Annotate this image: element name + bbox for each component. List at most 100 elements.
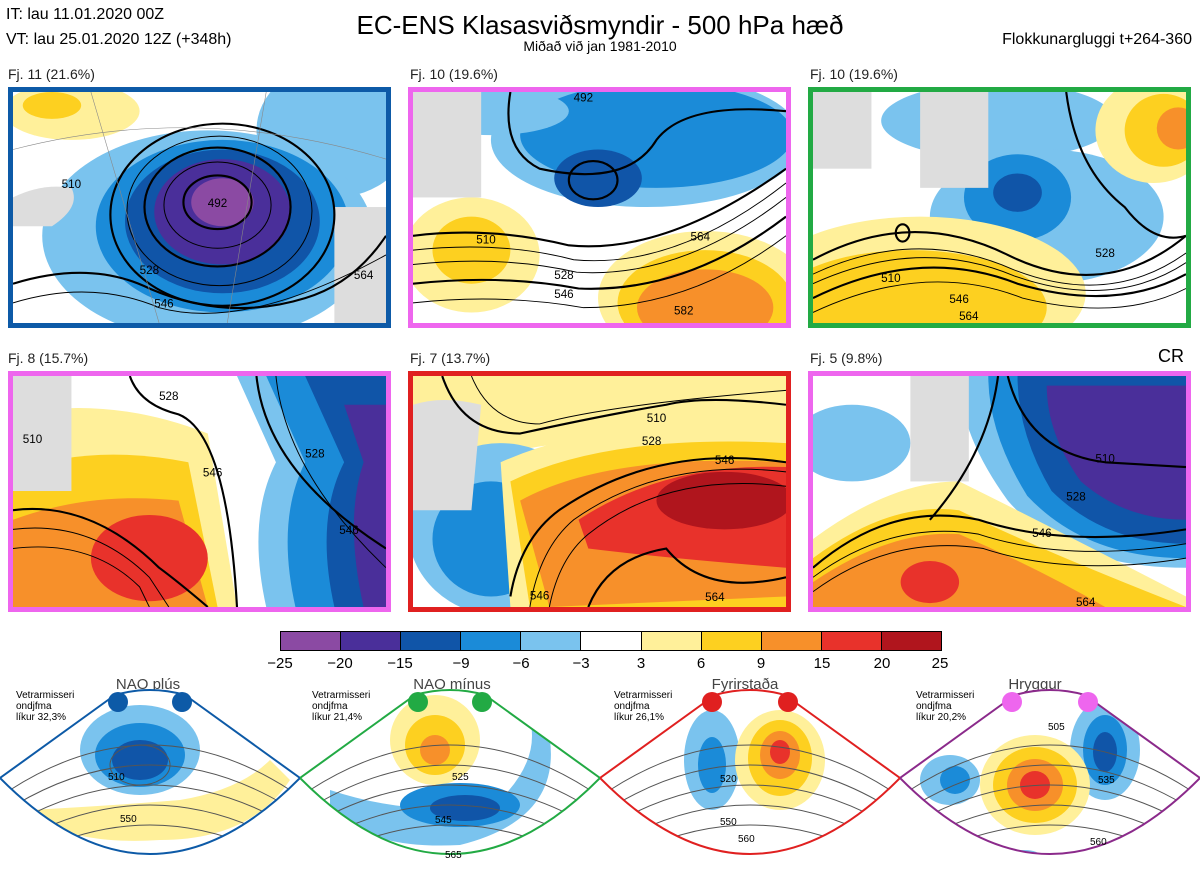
contour-label: 528 <box>1066 492 1085 504</box>
cluster-label: Fj. 11 (21.6%) <box>8 66 95 82</box>
cluster-label: Fj. 10 (19.6%) <box>410 66 498 82</box>
valid-time: VT: lau 25.01.2020 12Z (+348h) <box>6 31 232 48</box>
cluster-map-6[interactable]: 510 528 546 564 <box>808 371 1191 612</box>
cluster-map-1[interactable]: 492 510 528 546 564 <box>8 87 391 328</box>
contour-label: 564 <box>354 270 374 282</box>
color-swatch <box>581 632 642 650</box>
contour-label: 528 <box>140 265 159 277</box>
cr-label: CR <box>1158 346 1184 366</box>
regime-contour-label: 520 <box>720 774 737 785</box>
color-swatch <box>401 632 462 650</box>
regime-sector: 510 550 <box>0 689 300 855</box>
contour-label: 546 <box>203 468 222 480</box>
anomaly-map: 528 528 546 546 510 <box>13 376 386 607</box>
regime-marker-dot <box>778 692 798 712</box>
color-scale-label: −9 <box>452 655 470 672</box>
contour-label: 546 <box>1032 528 1051 540</box>
contour-label: 564 <box>1076 597 1096 607</box>
contour-label: 564 <box>705 592 725 604</box>
contour-label: 528 <box>305 449 324 461</box>
regime-contour-label: 535 <box>1098 775 1115 786</box>
regime-title: Hryggur <box>1008 676 1062 693</box>
contour-label: 546 <box>154 299 173 311</box>
contour-label: 528 <box>159 391 178 403</box>
page-title: EC-ENS Klasasviðsmyndir - 500 hPa hæð <box>356 10 844 40</box>
regime-note: Vetrarmisseri ondjfma líkur 26,1% <box>614 690 673 723</box>
cluster-label: Fj. 8 (15.7%) <box>8 350 89 366</box>
color-scale-label: −15 <box>387 655 413 672</box>
contour-label: 528 <box>554 270 573 282</box>
regime-sector: 505 535 560 <box>900 689 1200 855</box>
regime-marker-dot <box>408 692 428 712</box>
contour-label: 510 <box>647 413 666 425</box>
regime-sector: 520 550 560 <box>600 689 900 855</box>
regime-title: NAO mínus <box>413 676 491 693</box>
color-scale-label: −25 <box>267 655 293 672</box>
regime-marker-dot <box>108 692 128 712</box>
color-scale-label: 15 <box>813 655 831 672</box>
cluster-label: Fj. 10 (19.6%) <box>810 66 898 82</box>
color-swatch <box>881 632 942 650</box>
regime-contour-label: 525 <box>452 772 469 783</box>
regime-contour-label: 560 <box>738 834 755 845</box>
color-scale-label: −6 <box>512 655 530 672</box>
regime-note: Vetrarmisseri ondjfma líkur 20,2% <box>916 690 975 723</box>
regime-contour-label: 550 <box>720 817 737 828</box>
contour-label: 510 <box>1095 453 1114 465</box>
color-swatch <box>341 632 402 650</box>
regime-contour-label: 560 <box>1090 837 1107 848</box>
regime-contour-label: 550 <box>120 814 137 825</box>
regime-marker-dot <box>1002 692 1022 712</box>
initial-time: IT: lau 11.01.2020 00Z <box>6 6 165 23</box>
regime-title: Fyrirstaða <box>711 676 779 693</box>
contour-label: 510 <box>881 273 900 285</box>
anomaly-map: 510 528 546 564 <box>813 376 1186 607</box>
regime-contour-label: 545 <box>435 815 452 826</box>
color-scale-label: 9 <box>756 655 766 672</box>
contour-label: 510 <box>23 434 42 446</box>
regime-map-nao-plus[interactable]: 510 550 <box>0 680 300 871</box>
color-scale-label: 25 <box>931 655 949 672</box>
color-scale-bar <box>280 631 942 651</box>
color-swatch <box>821 632 882 650</box>
color-scale-label: −3 <box>572 655 590 672</box>
regime-note: Vetrarmisseri ondjfma líkur 21,4% <box>312 690 371 723</box>
regime-marker-dot <box>1078 692 1098 712</box>
cluster-map-5[interactable]: 510 528 546 546 564 <box>408 371 791 612</box>
contour-label: 528 <box>642 436 661 448</box>
color-swatch <box>701 632 762 650</box>
contour-label: 510 <box>476 235 495 247</box>
contour-label: 528 <box>1095 248 1114 260</box>
cluster-label: Fj. 5 (9.8%) <box>810 350 883 366</box>
contour-label: 564 <box>691 232 711 244</box>
color-scale-label: 20 <box>873 655 891 672</box>
cluster-map-2[interactable]: 492 510 528 546 564 582 <box>408 87 791 328</box>
contour-label: 546 <box>339 525 358 537</box>
regime-map-blocking[interactable]: 520 550 560 <box>600 680 900 871</box>
regime-map-nao-minus[interactable]: 525 545 565 <box>300 680 600 871</box>
color-swatch <box>521 632 582 650</box>
color-swatch <box>461 632 522 650</box>
cluster-map-3[interactable]: 510 528 546 564 <box>808 87 1191 328</box>
cluster-map-4[interactable]: 528 528 546 546 510 <box>8 371 391 612</box>
color-scale-label: −20 <box>327 655 353 672</box>
page-subtitle: Miðað við jan 1981-2010 <box>523 38 677 54</box>
contour-label: 564 <box>959 311 979 323</box>
contour-label: 510 <box>62 179 81 191</box>
color-swatch <box>281 632 342 650</box>
regime-title: NAO plús <box>115 676 181 693</box>
regime-marker-dot <box>172 692 192 712</box>
color-scale-label: 6 <box>696 655 706 672</box>
contour-label: 546 <box>715 455 734 467</box>
contour-label: 546 <box>949 294 968 306</box>
contour-label: 546 <box>554 289 573 301</box>
regime-marker-dot <box>472 692 492 712</box>
regime-contour-label: 510 <box>108 772 125 783</box>
regime-sector: 525 545 565 <box>300 689 600 861</box>
regime-map-ridge[interactable]: 505 535 560 <box>900 680 1200 871</box>
contour-label: 546 <box>530 590 549 602</box>
contour-label: 492 <box>208 198 227 210</box>
regime-contour-label: 565 <box>445 850 462 861</box>
regime-marker-dot <box>702 692 722 712</box>
anomaly-map: 492 510 528 546 564 582 <box>413 92 786 323</box>
